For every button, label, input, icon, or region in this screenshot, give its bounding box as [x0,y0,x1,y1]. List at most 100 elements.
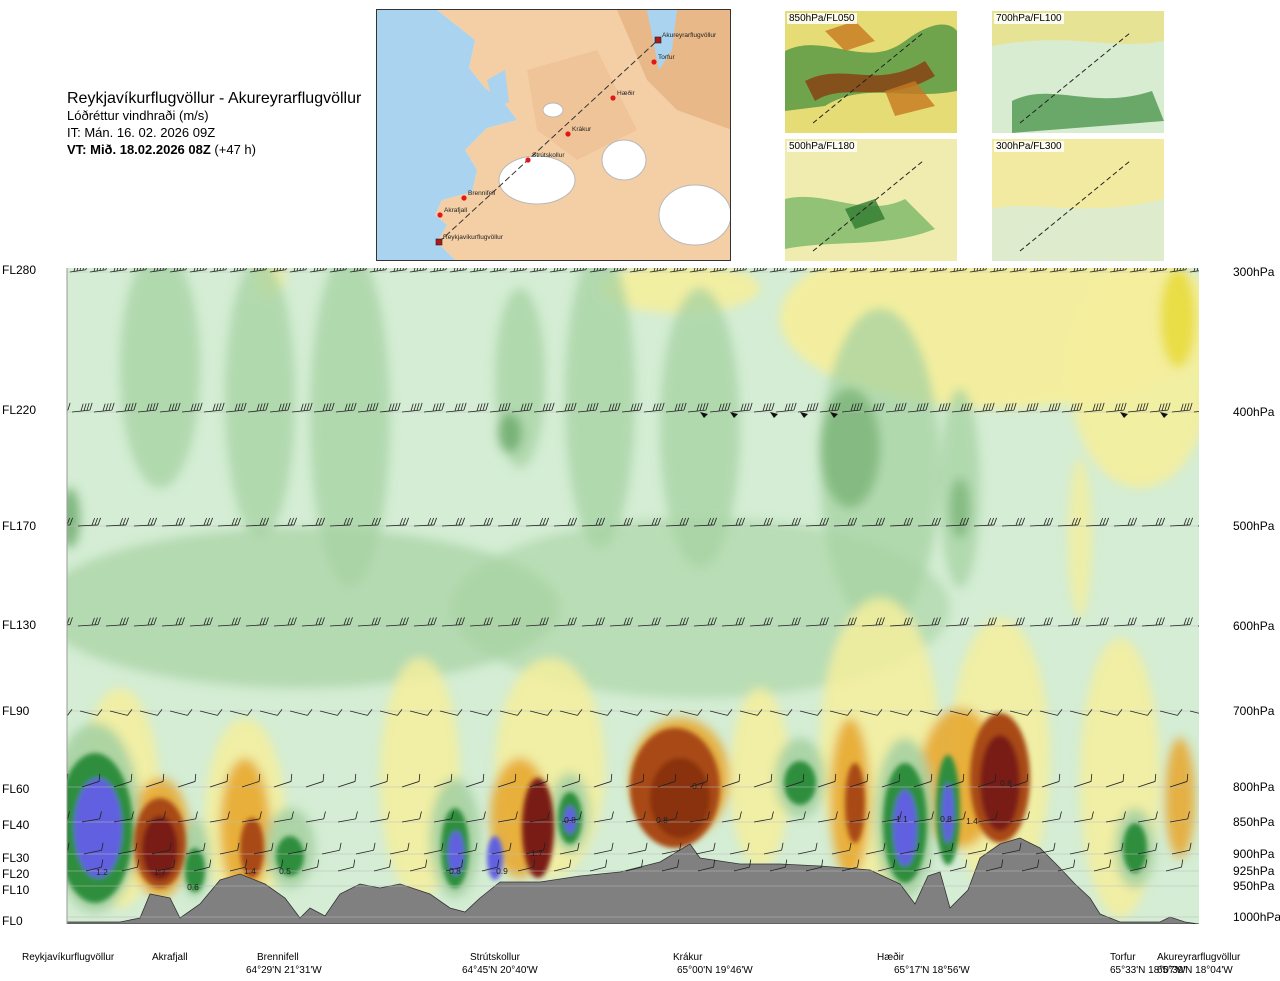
wind-barb [849,268,869,273]
cross-section-chart: 1.2 1.7 0.6 1.4 0.5 0.8 0.9 1.7 0.8 0.8 0.7 1.1 0.8 1… [2,263,1280,976]
wind-barb [355,842,376,855]
wind-barb [1189,268,1199,273]
wind-barb [67,268,69,270]
wind-barb [469,268,489,273]
wind-barb [859,709,883,716]
wind-field-contour [820,388,880,508]
wind-barb [749,517,773,527]
waypoint-name-label: Hæðir [877,951,905,963]
waypoint-coord-label: 65°39'N 18°04'W [1157,965,1233,976]
wind-barb [721,617,745,627]
wind-barb [161,517,185,527]
pressure-level-label: 400hPa [1233,405,1275,419]
wind-barb [489,402,511,413]
wind-barb [907,402,929,413]
wind-barb [389,268,409,273]
wind-barb [949,268,969,273]
wind-barb [589,859,608,872]
wind-barb [1141,517,1165,527]
wind-barb [253,842,274,855]
wind-barb [169,709,193,716]
wind-barb [1169,517,1193,527]
wind-barb [379,402,401,413]
wind-barb [287,842,308,855]
wind-field-contour [450,518,950,698]
wind-barb [349,709,373,716]
wind-barb [559,842,580,855]
wind-barb [553,517,577,527]
wind-barb [841,859,860,872]
mini-map-700hpa: 700hPa/FL100 [992,11,1164,133]
wind-barb [889,617,913,627]
wind-barb [1001,842,1022,855]
value-label: 0.6 [187,882,199,892]
wind-barb [1093,859,1112,872]
wind-barb [861,617,885,627]
wind-field-contour [660,288,740,568]
wind-barb [693,617,717,627]
flight-level-label: FL40 [2,818,30,832]
wind-barb [401,811,422,823]
mini-map-850-svg [785,11,957,133]
wind-barb [509,268,529,273]
wind-barb [189,517,213,527]
wind-barb [433,811,454,823]
wind-barb [1171,402,1193,413]
mini-map-700-svg [992,11,1164,133]
wind-barb [621,402,643,413]
pressure-level-label: 850hPa [1233,815,1275,829]
wind-barb [117,842,138,855]
wind-barb [441,517,465,527]
wind-barb [995,402,1017,413]
wind-barb [625,773,645,788]
wind-barb [105,617,129,627]
wind-barb [549,268,569,273]
wind-barb [1029,268,1049,273]
wind-barb [525,517,549,527]
wind-barb [775,402,797,413]
wind-barb [841,402,863,413]
wind-barb [833,517,857,527]
pressure-level-label: 800hPa [1233,780,1275,794]
wind-barb [83,842,104,855]
wind-barb [889,709,913,716]
wind-barb [413,517,437,527]
wind-barb [1129,268,1149,273]
wind-field-contour [600,268,760,313]
wind-field-contour [67,528,560,688]
map-place-label: Brennifell [468,190,496,197]
wind-barb [679,709,703,716]
value-label: 0.8 [449,866,461,876]
wind-barb [805,617,829,627]
flight-level-label: FL30 [2,851,30,865]
wind-barb [1069,268,1089,273]
wind-barb [945,517,969,527]
wind-barb [511,402,533,413]
wind-barb [105,517,129,527]
wind-barb [1129,859,1148,872]
wind-barb [1085,617,1109,627]
wind-barb [491,842,512,855]
wind-barb [753,811,774,823]
wind-barb [577,402,599,413]
wind-barb [79,709,103,716]
wind-core-contour [845,763,865,843]
wind-barb [649,268,669,273]
wind-barb [1085,517,1109,527]
wind-barb [305,773,325,788]
wind-core-contour [650,758,710,838]
wind-barb [697,859,716,872]
wind-barb [661,859,680,872]
wind-barb [1099,709,1123,716]
wind-barb [721,811,742,823]
wind-core-contour [276,836,304,876]
value-label: 1.4 [966,816,978,826]
wind-barb [193,859,212,872]
wind-barb [113,811,134,823]
wind-barb [441,617,465,627]
map-waypoint-marker [461,195,467,201]
flight-level-label: FL220 [2,403,36,417]
chart-subtitle: Lóðréttur vindhraði (m/s) [67,108,209,123]
wind-barb [553,859,572,872]
wind-core-contour [942,783,954,843]
